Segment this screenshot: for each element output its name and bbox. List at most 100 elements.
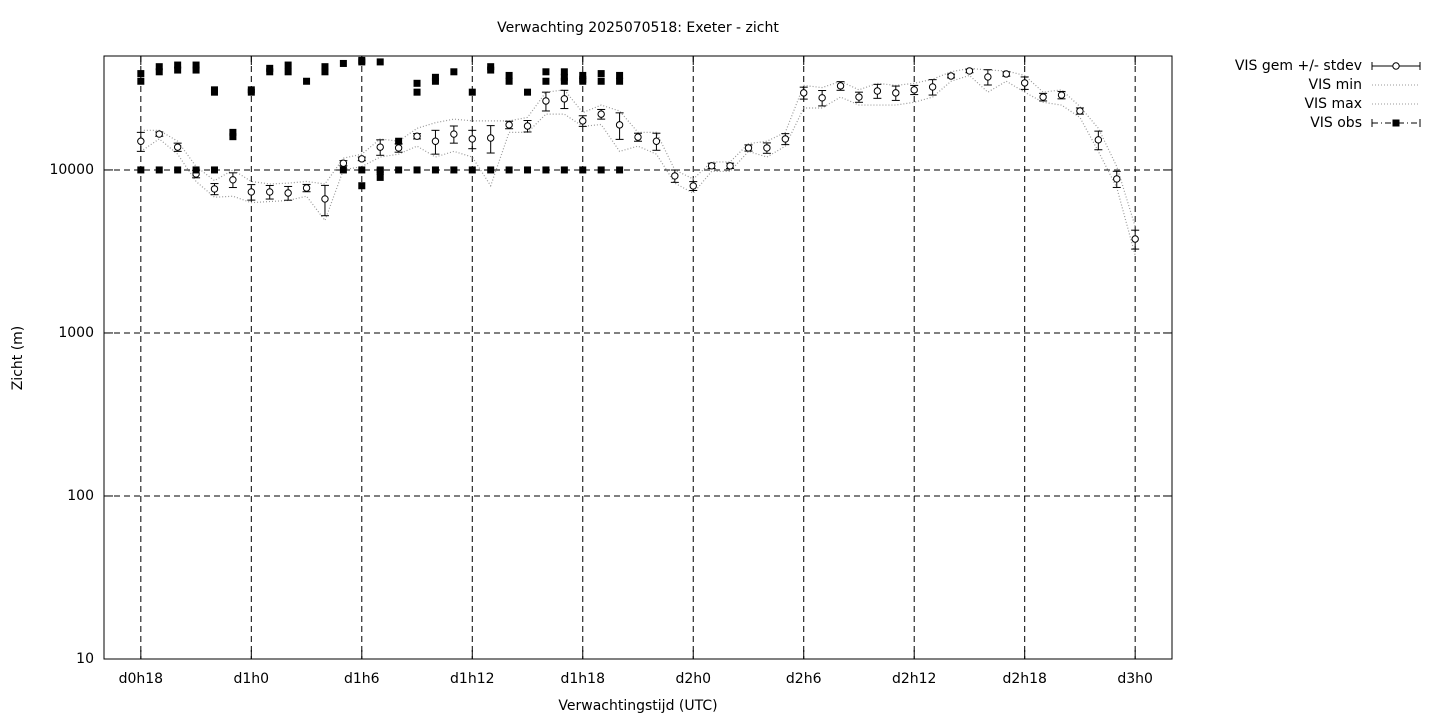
obs-point [137, 77, 145, 85]
legend-sample [1392, 62, 1400, 70]
obs-point [247, 86, 255, 94]
mean-point [910, 86, 918, 94]
mean-point [597, 110, 605, 118]
obs-point [468, 166, 476, 174]
x-tick-label: d1h6 [344, 671, 380, 687]
obs-point [560, 166, 568, 174]
x-tick-label: d0h18 [119, 671, 163, 687]
obs-point [174, 66, 182, 74]
obs-point [579, 71, 587, 79]
mean-point [1057, 91, 1066, 99]
mean-point [634, 133, 642, 141]
obs-point [229, 128, 237, 136]
mean-point [339, 159, 348, 167]
x-tick-label: d2h12 [892, 671, 936, 687]
mean-point [689, 182, 697, 190]
obs-point [542, 166, 550, 174]
obs-point [597, 70, 605, 78]
mean-point [266, 188, 274, 196]
legend-label: VIS min [1309, 77, 1362, 93]
obs-point [431, 77, 439, 85]
mean-point [1039, 93, 1047, 101]
mean-point [984, 73, 992, 81]
obs-point [137, 70, 145, 78]
obs-point [597, 77, 605, 85]
x-tick-label: d1h18 [561, 671, 605, 687]
mean-point [431, 137, 440, 145]
mean-point [321, 195, 329, 203]
mean-point [523, 122, 532, 130]
mean-point [1094, 136, 1103, 144]
mean-point [137, 137, 145, 145]
x-tick-label: d3h0 [1117, 671, 1153, 687]
mean-point [486, 134, 495, 142]
mean-point [947, 72, 955, 80]
chart-title: Verwachting 2025070518: Exeter - zicht [497, 20, 779, 36]
obs-point [303, 77, 311, 85]
obs-point [560, 77, 568, 85]
obs-point [192, 166, 200, 174]
obs-point [579, 166, 587, 174]
mean-point [1113, 175, 1121, 183]
mean-point [1076, 107, 1084, 115]
mean-point [1002, 70, 1010, 78]
obs-point [616, 77, 624, 85]
obs-point [487, 166, 495, 174]
obs-point [431, 166, 439, 174]
obs-point [524, 88, 532, 96]
obs-point [560, 68, 568, 76]
obs-point [358, 56, 366, 64]
obs-point [450, 166, 458, 174]
obs-point [266, 64, 274, 72]
obs-point [155, 166, 163, 174]
obs-point [597, 166, 605, 174]
mean-point [800, 89, 808, 97]
obs-point [579, 75, 587, 83]
mean-point [173, 143, 182, 151]
obs-point [468, 88, 476, 96]
obs-point [542, 68, 550, 76]
obs-point [505, 77, 513, 85]
mean-point [394, 144, 403, 152]
obs-point [505, 166, 513, 174]
obs-point [284, 61, 292, 69]
x-tick-label: d2h18 [1002, 671, 1046, 687]
mean-point [855, 93, 863, 101]
x-tick-label: d1h12 [450, 671, 494, 687]
mean-point [836, 82, 845, 90]
obs-point [395, 166, 403, 174]
obs-point [450, 68, 458, 76]
y-tick-label: 1000 [58, 325, 94, 341]
mean-point [615, 121, 624, 129]
mean-point [873, 87, 882, 95]
mean-point [744, 144, 753, 152]
mean-point [302, 184, 311, 192]
plot-frame [103, 55, 1173, 660]
obs-point [431, 73, 439, 81]
obs-point [376, 58, 384, 66]
obs-point [413, 166, 421, 174]
mean-point [247, 188, 256, 196]
obs-point [229, 133, 237, 141]
mean-point [671, 172, 679, 180]
obs-point [413, 79, 421, 87]
obs-point [524, 166, 532, 174]
mean-point [284, 189, 292, 197]
range-line [140, 67, 1136, 227]
y-tick-label: 10 [76, 651, 94, 667]
mean-point [210, 185, 219, 193]
mean-point [229, 176, 237, 184]
obs-point [174, 166, 182, 174]
y-tick-label: 100 [67, 488, 94, 504]
obs-point [376, 173, 384, 181]
range-line [140, 74, 1136, 256]
obs-point [137, 166, 145, 174]
obs-point [339, 166, 347, 174]
obs-point [358, 166, 366, 174]
mean-point [781, 135, 790, 143]
mean-point [726, 162, 734, 170]
mean-point [413, 132, 421, 140]
mean-point [707, 162, 716, 170]
mean-point [652, 137, 661, 145]
obs-point [192, 61, 200, 69]
